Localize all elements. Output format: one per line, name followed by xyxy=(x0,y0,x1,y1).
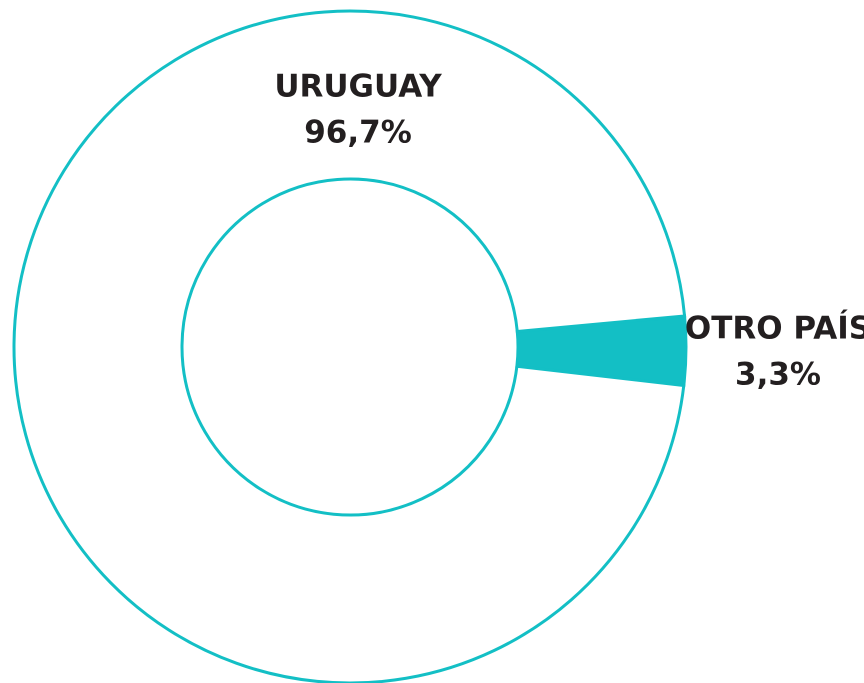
slice-value-label: 96,7% xyxy=(304,115,412,151)
donut-slice xyxy=(12,9,687,683)
slice-label: OTRO PAÍS xyxy=(685,311,864,347)
slice-label: URUGUAY xyxy=(274,69,442,105)
slice-value-label: 3,3% xyxy=(735,357,821,393)
